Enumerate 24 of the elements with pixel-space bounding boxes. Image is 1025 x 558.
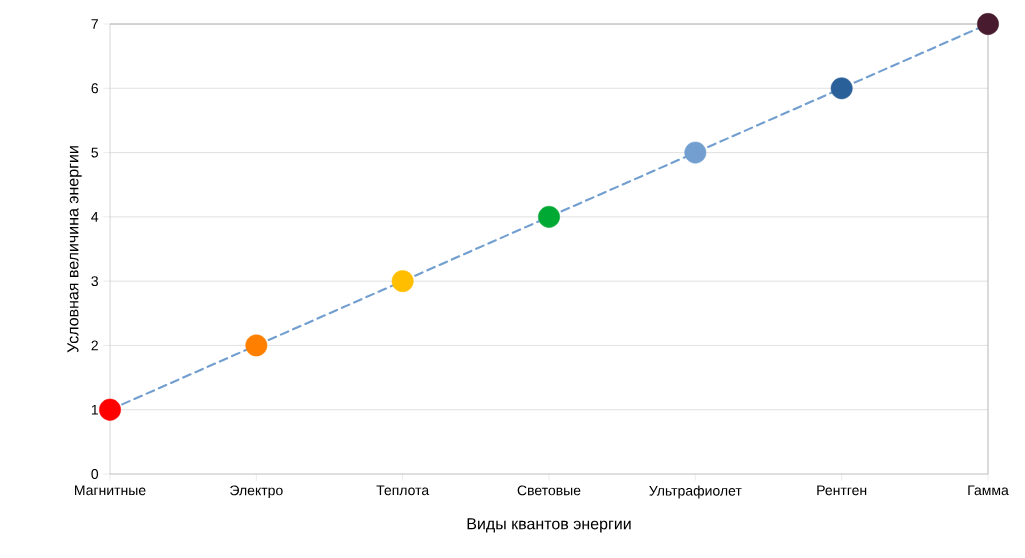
y-tick-label: 7 bbox=[91, 19, 98, 29]
point bbox=[538, 205, 560, 228]
x-tick-label: Гамма bbox=[968, 485, 1009, 496]
y-tick-label: 6 bbox=[91, 83, 99, 94]
y-tick-label: 2 bbox=[91, 340, 98, 351]
x-axis-title: Виды квантов энергии bbox=[467, 518, 631, 533]
x-tick-label: Световые bbox=[517, 485, 581, 496]
y-tick-label: 4 bbox=[91, 212, 99, 222]
x-tick-label: Теплота bbox=[376, 485, 430, 496]
y-tick-label: 5 bbox=[91, 147, 99, 158]
point bbox=[99, 398, 121, 421]
y-tick-label: 3 bbox=[91, 276, 99, 287]
point bbox=[391, 270, 414, 293]
point bbox=[684, 141, 707, 164]
x-tick-label: Магнитные bbox=[75, 485, 146, 496]
point bbox=[830, 77, 853, 100]
y-tick-label: 0 bbox=[91, 469, 99, 479]
point bbox=[245, 334, 268, 357]
x-tick-label: Рентген bbox=[817, 485, 867, 496]
y-tick-label: 1 bbox=[91, 404, 98, 415]
point bbox=[977, 13, 999, 35]
y-axis-title: Условная величина энергии bbox=[67, 146, 82, 353]
x-tick-label: Ультрафиолет bbox=[649, 485, 742, 499]
x-tick-label: Электро bbox=[230, 485, 283, 499]
